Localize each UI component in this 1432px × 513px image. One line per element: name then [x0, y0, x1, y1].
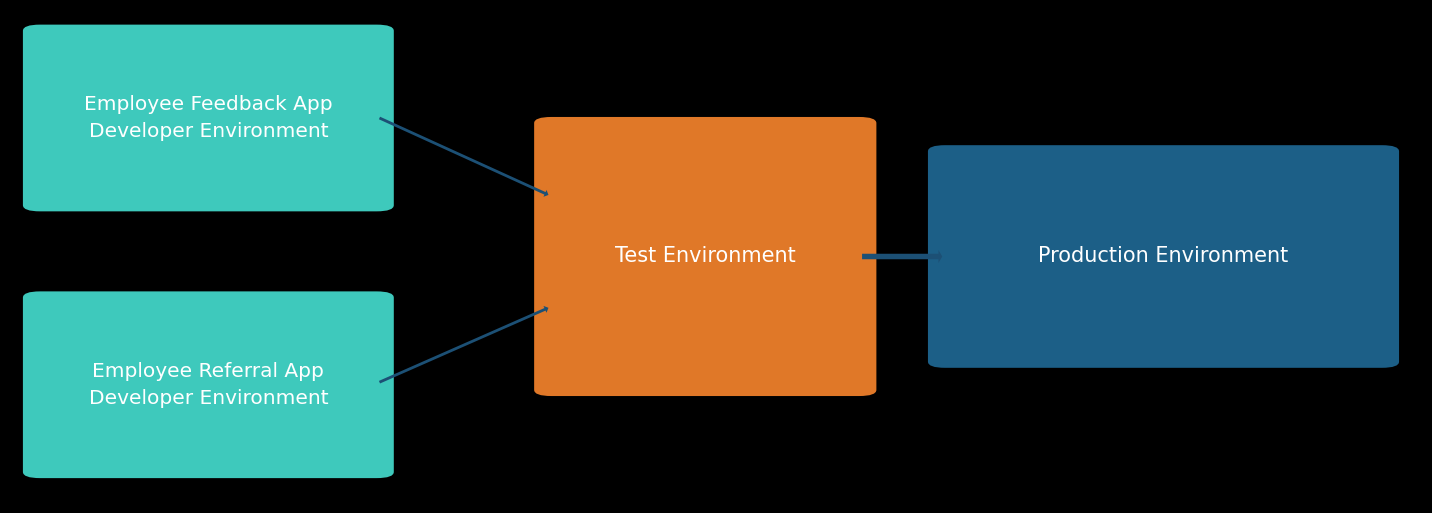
- Polygon shape: [379, 306, 548, 383]
- FancyBboxPatch shape: [23, 291, 394, 478]
- Text: Production Environment: Production Environment: [1038, 247, 1289, 266]
- Polygon shape: [862, 250, 942, 263]
- Text: Employee Feedback App
Developer Environment: Employee Feedback App Developer Environm…: [84, 95, 332, 141]
- Polygon shape: [379, 117, 548, 197]
- FancyBboxPatch shape: [534, 117, 876, 396]
- FancyBboxPatch shape: [23, 25, 394, 211]
- Text: Test Environment: Test Environment: [614, 247, 796, 266]
- FancyBboxPatch shape: [928, 145, 1399, 368]
- Text: Employee Referral App
Developer Environment: Employee Referral App Developer Environm…: [89, 362, 328, 407]
